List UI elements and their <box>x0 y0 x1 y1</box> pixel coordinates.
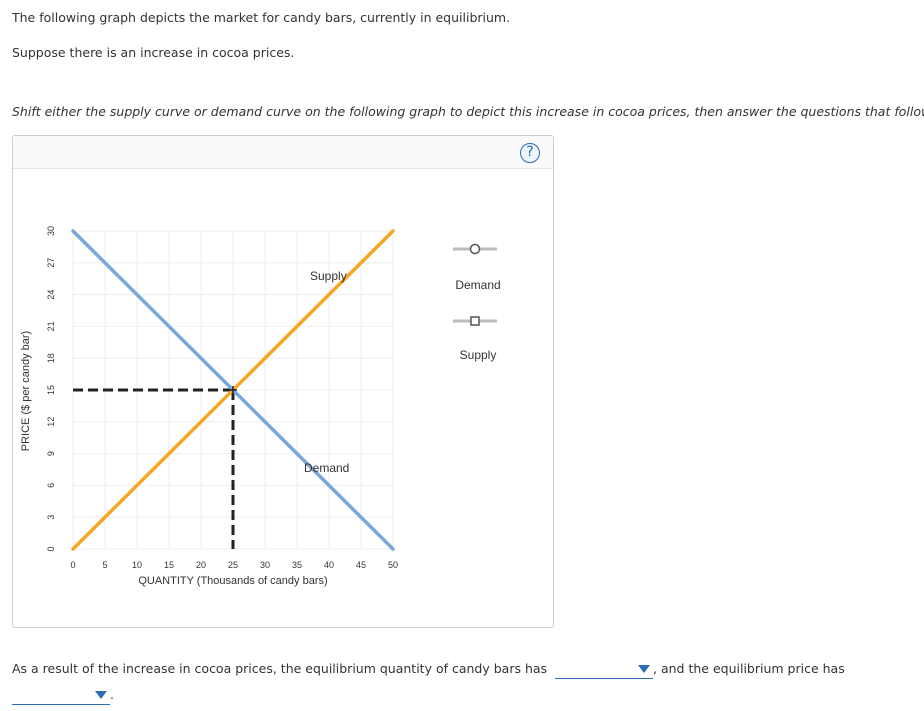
x-tick-label: 25 <box>228 560 238 570</box>
tool-label: Supply <box>460 348 497 362</box>
x-tick-label: 40 <box>324 560 334 570</box>
x-tick-label: 15 <box>164 560 174 570</box>
axis-ticks: 0 5 10 15 20 25 30 35 40 45 50 0 3 6 9 12 15 18 21 24 27 30 <box>46 226 398 570</box>
supply-tool[interactable]: Supply <box>453 316 497 362</box>
y-tick-label: 3 <box>46 515 56 520</box>
y-tick-label: 6 <box>46 483 56 488</box>
y-tick-label: 12 <box>46 417 56 427</box>
x-tick-label: 10 <box>132 560 142 570</box>
y-tick-label: 27 <box>46 258 56 268</box>
circle-marker-icon <box>469 243 481 255</box>
graph-panel: ? 0 5 10 15 20 25 30 35 40 45 50 0 3 6 9 12 15 18 21 24 27 30… <box>12 135 554 628</box>
instruction-text: Shift either the supply curve or demand … <box>12 104 924 119</box>
question-part-1: As a result of the increase in cocoa pri… <box>12 661 548 676</box>
question-part-3: . <box>110 687 114 702</box>
intro-line-2: Suppose there is an increase in cocoa pr… <box>12 45 295 60</box>
supply-curve-label: Supply <box>310 269 347 283</box>
price-change-dropdown[interactable] <box>12 686 110 705</box>
equilibrium-reference-lines <box>73 388 235 549</box>
y-tick-label: 18 <box>46 353 56 363</box>
y-tick-label: 24 <box>46 290 56 300</box>
chevron-down-icon <box>638 665 651 673</box>
question-part-2: , and the equilibrium price has <box>653 661 845 676</box>
demand-tool[interactable]: Demand <box>453 243 501 293</box>
x-tick-label: 20 <box>196 560 206 570</box>
y-tick-label: 15 <box>46 385 56 395</box>
x-tick-label: 45 <box>356 560 366 570</box>
y-tick-label: 30 <box>46 226 56 236</box>
quantity-change-dropdown[interactable] <box>555 660 654 679</box>
question-text: As a result of the increase in cocoa pri… <box>12 656 912 708</box>
intro-line-1: The following graph depicts the market f… <box>12 10 511 25</box>
graph-tool-palette[interactable]: Demand Supply <box>453 243 501 363</box>
demand-curve-label: Demand <box>304 461 349 475</box>
x-tick-label: 35 <box>292 560 302 570</box>
tool-label: Demand <box>455 278 500 292</box>
x-axis-label: QUANTITY (Thousands of candy bars) <box>138 575 327 587</box>
chart-curves[interactable] <box>71 229 395 551</box>
x-tick-label: 30 <box>260 560 270 570</box>
x-tick-label: 5 <box>102 560 107 570</box>
y-tick-label: 21 <box>46 321 56 331</box>
y-tick-label: 9 <box>46 451 56 456</box>
x-tick-label: 50 <box>388 560 398 570</box>
graph-panel-header <box>13 136 553 169</box>
y-axis-label: PRICE ($ per candy bar) <box>20 331 32 451</box>
supply-demand-chart: 0 5 10 15 20 25 30 35 40 45 50 0 3 6 9 12 15 18 21 24 27 30 D… <box>20 226 501 587</box>
square-marker-icon <box>470 316 480 326</box>
y-tick-label: 0 <box>46 546 56 551</box>
help-icon[interactable]: ? <box>520 143 540 163</box>
chevron-down-icon <box>95 691 107 699</box>
x-tick-label: 0 <box>70 560 75 570</box>
